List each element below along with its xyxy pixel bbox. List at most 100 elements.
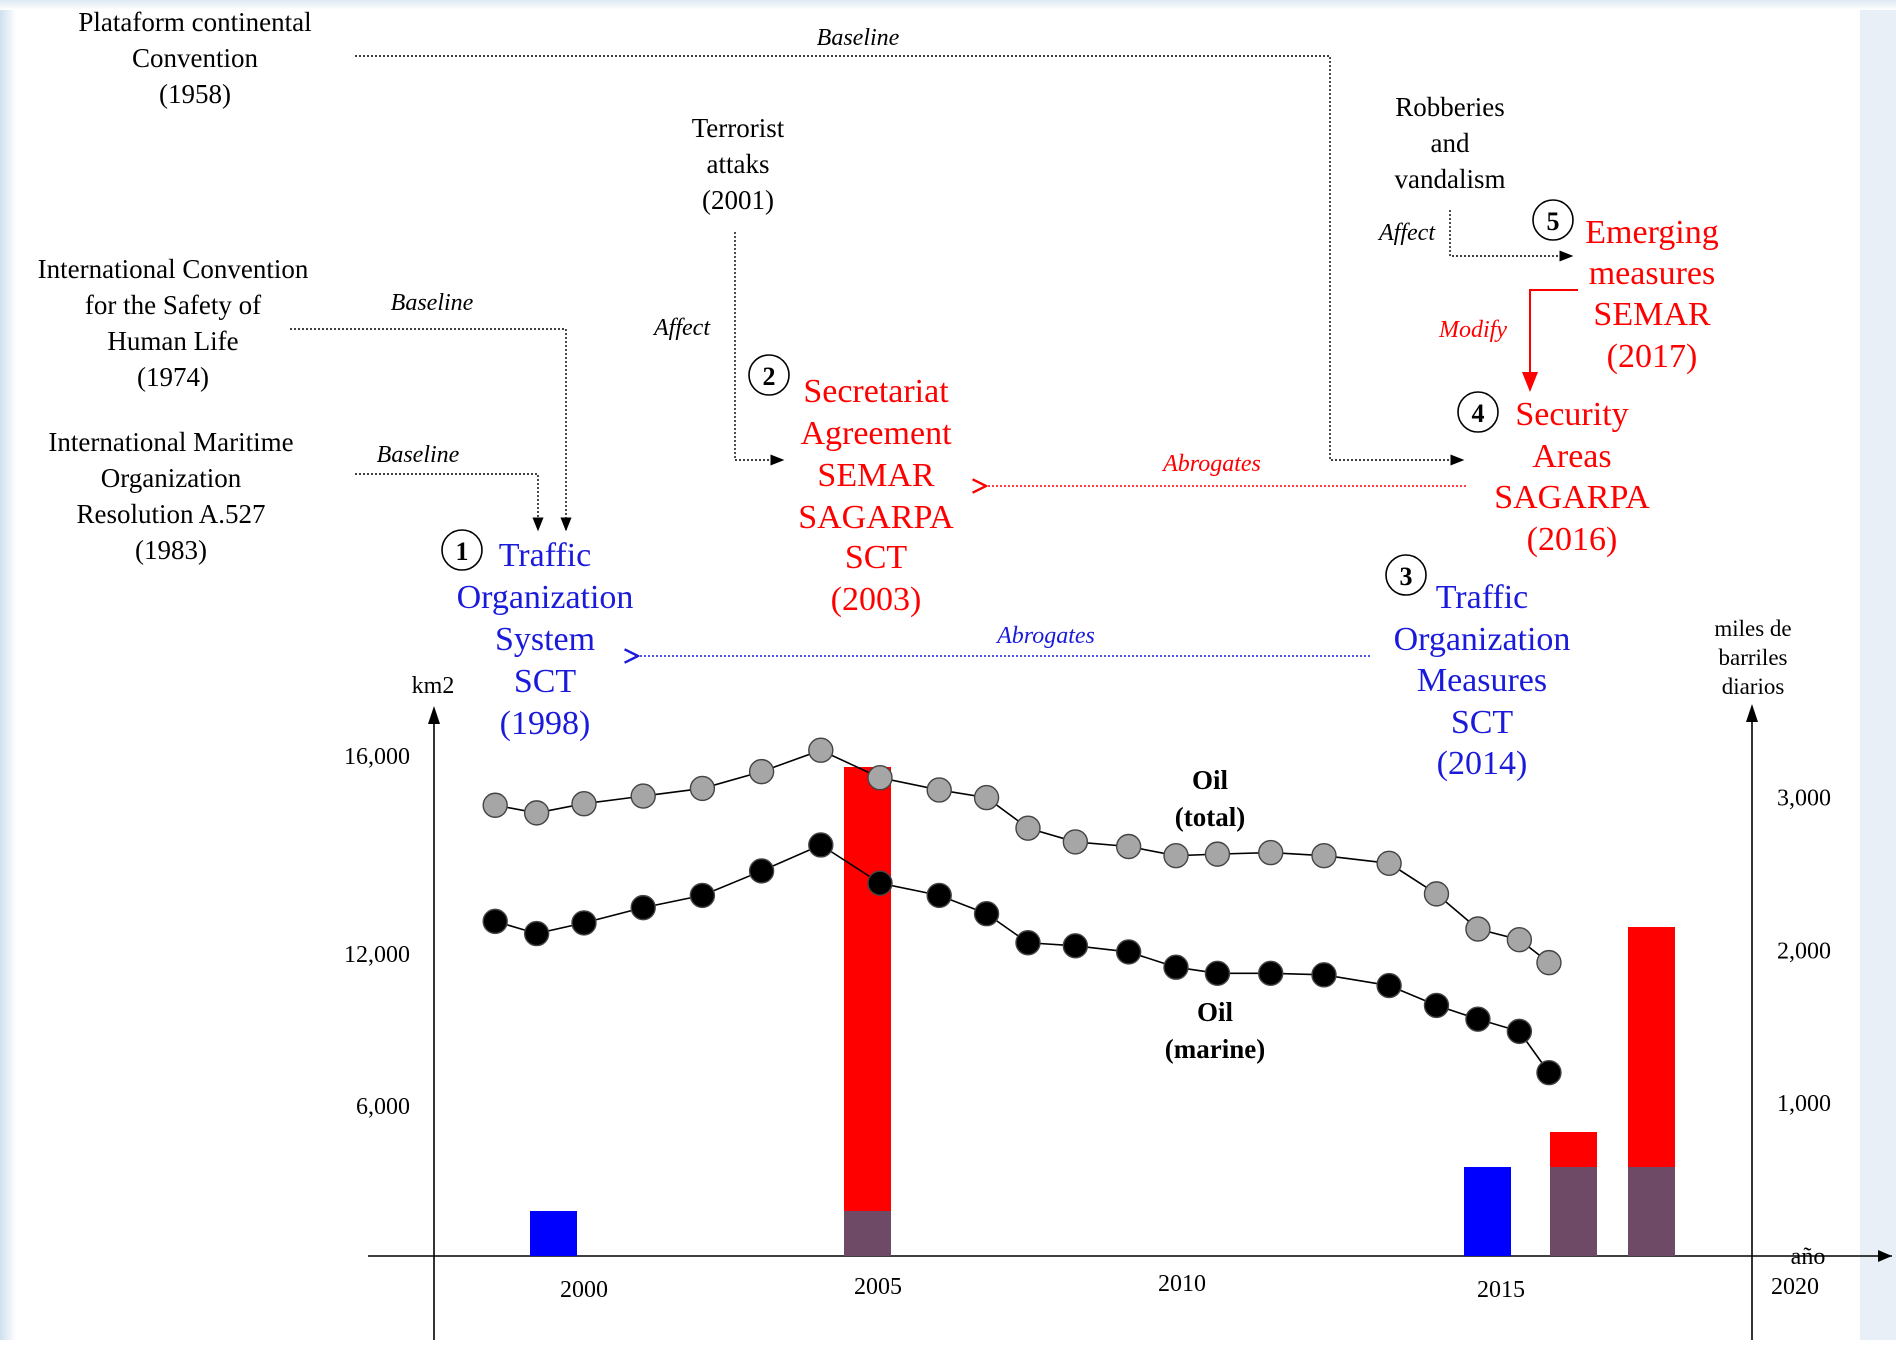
baseline-arrow-solas xyxy=(290,328,572,532)
baseline-arrow-plataform xyxy=(355,55,1465,466)
series-point xyxy=(571,791,597,817)
series-point xyxy=(630,894,656,921)
source-robberies-line1: Robberies xyxy=(1395,92,1504,122)
series-point xyxy=(1465,916,1491,942)
series-point xyxy=(1163,842,1189,869)
series-point xyxy=(1376,850,1402,877)
series-point xyxy=(689,775,716,802)
series-point xyxy=(867,870,893,896)
series-point xyxy=(1465,1006,1491,1032)
oil-production-chart: km2 6,000 12,000 16,000 miles de barriles diar… xyxy=(344,616,1892,1340)
measure-2-number: 2 xyxy=(763,362,776,391)
measure-3-line5: (2014) xyxy=(1437,745,1528,782)
edge-label-abrogates-red: Abrogates xyxy=(1161,451,1261,477)
measure-1-line2: Organization xyxy=(457,579,634,616)
source-imo-line2: Organization xyxy=(101,463,242,493)
measure-5-line1: Emerging xyxy=(1585,214,1718,251)
source-imo-line4: (1983) xyxy=(135,535,207,565)
measure-3-line1: Traffic xyxy=(1436,579,1529,616)
series-point xyxy=(1163,954,1189,980)
source-solas-line3: Human Life xyxy=(107,326,238,356)
edge-label-baseline-3: Baseline xyxy=(377,442,460,468)
measure-2-number-circle xyxy=(748,354,790,396)
series-point xyxy=(482,792,508,818)
measure-5-line3: SEMAR xyxy=(1593,296,1710,333)
bar-segment-top xyxy=(1628,927,1675,1167)
measure-2-line6: (2003) xyxy=(831,581,922,618)
series-point xyxy=(1311,962,1337,988)
source-solas-line1: International Convention xyxy=(38,254,309,284)
affect-arrow-robberies xyxy=(1449,210,1574,262)
series-label: (total) xyxy=(1175,802,1245,832)
bar-segment-bottom xyxy=(1628,1167,1675,1256)
series-point xyxy=(808,737,834,763)
source-terrorist-line3: (2001) xyxy=(702,185,774,215)
series-label: (marine) xyxy=(1165,1034,1265,1064)
series-point xyxy=(1376,972,1402,999)
series-point xyxy=(1115,833,1142,860)
bar-segment-bottom xyxy=(1550,1167,1597,1256)
measure-4-line3: SAGARPA xyxy=(1494,479,1650,516)
bar-segment-top xyxy=(1550,1132,1597,1167)
series-point xyxy=(748,758,775,785)
source-terrorist-line2: attaks xyxy=(707,149,770,179)
source-robberies-line2: and xyxy=(1431,128,1470,158)
left-axis-tick-label: 12,000 xyxy=(344,942,410,968)
x-axis-tick-label: 2010 xyxy=(1158,1271,1206,1297)
x-axis-tick-label: 2020 xyxy=(1771,1274,1819,1300)
series-point xyxy=(1423,992,1450,1019)
affect-arrow-terrorist xyxy=(734,232,785,466)
x-axis-label: año xyxy=(1791,1244,1826,1270)
right-axis-label: diarios xyxy=(1722,674,1785,699)
series-point xyxy=(973,784,1000,811)
x-axis-tick-label: 2015 xyxy=(1477,1277,1525,1303)
right-axis-label: miles de xyxy=(1714,616,1791,641)
series-point xyxy=(1536,949,1562,976)
measure-5-number-circle xyxy=(1532,199,1574,241)
x-axis-arrowhead xyxy=(1878,1250,1892,1262)
left-y-axis-arrowhead xyxy=(428,706,440,724)
series-point xyxy=(1258,839,1284,866)
x-axis-tick-label: 2005 xyxy=(854,1274,902,1300)
series-point xyxy=(523,800,550,826)
series-label: Oil xyxy=(1197,997,1234,1027)
measure-3-line4: SCT xyxy=(1451,704,1514,741)
source-robberies-line3: vandalism xyxy=(1395,164,1506,194)
source-terrorist-line1: Terrorist xyxy=(692,113,785,143)
edge-label-baseline-2: Baseline xyxy=(391,290,474,316)
edge-label-baseline-1: Baseline xyxy=(817,25,900,51)
series-point xyxy=(926,777,952,803)
series-point xyxy=(1311,842,1337,869)
measure-1-line4: SCT xyxy=(514,663,577,700)
series-point xyxy=(973,901,1000,927)
measure-5-line2: measures xyxy=(1589,255,1716,292)
edge-label-modify: Modify xyxy=(1438,317,1507,343)
series-point xyxy=(689,882,716,909)
series-line xyxy=(494,844,1550,1074)
measure-1-number: 1 xyxy=(456,537,469,566)
series-point xyxy=(523,920,550,947)
bar-segment-top xyxy=(844,767,891,1211)
measure-3-number-circle xyxy=(1385,554,1427,596)
series-point xyxy=(1015,815,1041,841)
bar-segment-bottom xyxy=(1464,1167,1511,1256)
measure-3-line3: Measures xyxy=(1417,662,1547,699)
measure-4-line4: (2016) xyxy=(1527,521,1618,558)
series-point xyxy=(571,910,597,936)
left-axis-tick-label: 6,000 xyxy=(356,1094,410,1120)
x-axis-tick-label: 2000 xyxy=(560,1277,608,1303)
source-solas-line2: for the Safety of xyxy=(85,290,261,320)
series-point xyxy=(1536,1059,1562,1086)
series-point xyxy=(1204,960,1231,987)
right-axis-tick-label: 2,000 xyxy=(1777,938,1831,964)
series-point xyxy=(1062,933,1089,959)
measure-2-line5: SCT xyxy=(845,539,908,576)
bar-segment-bottom xyxy=(844,1211,891,1256)
source-imo-line1: International Maritime xyxy=(48,427,293,457)
edge-label-abrogates-blue: Abrogates xyxy=(995,623,1095,649)
edge-label-affect-2: Affect xyxy=(1377,220,1436,246)
measure-3-number: 3 xyxy=(1400,562,1413,591)
series-point xyxy=(1062,829,1089,855)
measure-4-line2: Areas xyxy=(1532,438,1611,475)
